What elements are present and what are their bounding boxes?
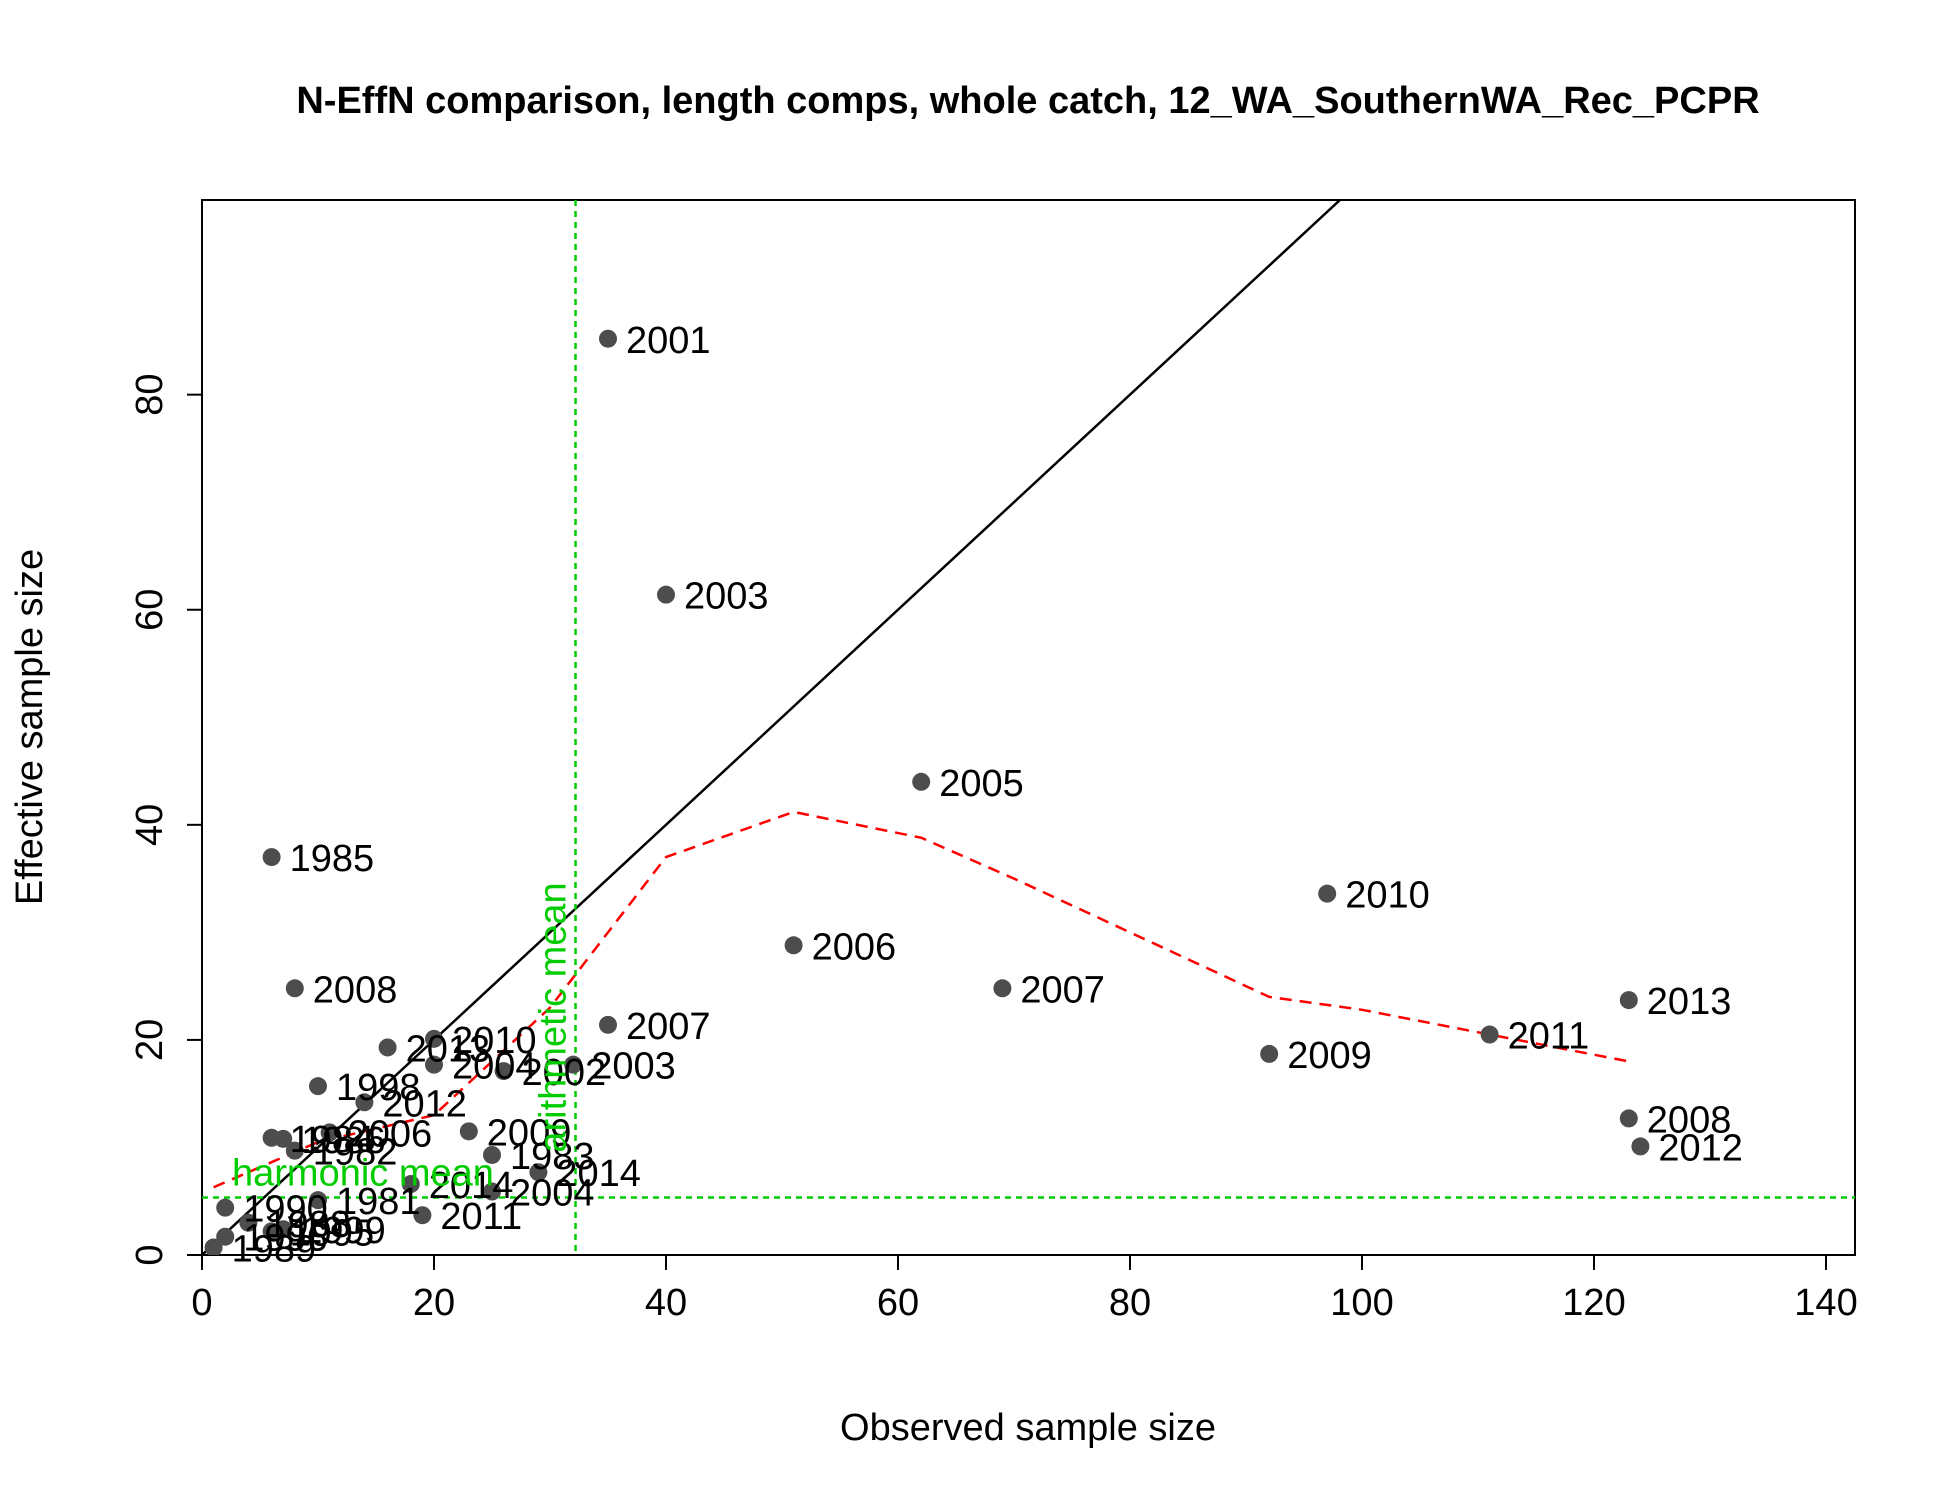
point-label: 2007 [626,1006,711,1048]
point-label: 1990 [243,1189,328,1231]
point-label: 2011 [440,1196,522,1238]
point [320,1123,339,1142]
point [1480,1025,1499,1044]
point-label: 2005 [939,763,1024,805]
y-tick-label: 0 [129,1244,171,1265]
x-tick-label: 60 [877,1282,919,1324]
point-label: 2001 [626,320,711,362]
point-label: 2012 [1658,1127,1743,1169]
point [274,1129,293,1148]
point-label: 2007 [1020,969,1105,1011]
x-tick-label: 80 [1109,1282,1151,1324]
y-tick-label: 40 [129,804,171,846]
arithmetic-mean-label: arithmetic mean [533,882,575,1152]
point [1619,991,1638,1010]
point-label: 1988 [266,1204,351,1246]
x-axis-label: Observed sample size [840,1407,1216,1449]
point [993,979,1012,998]
point-label: 1985 [290,838,375,880]
point-label: 2009 [487,1112,572,1154]
point [657,585,675,604]
harmonic-mean-label: harmonic mean [232,1152,494,1194]
point-label: 2010 [1345,875,1430,917]
x-tick-label: 140 [1794,1282,1857,1324]
point [529,1163,548,1182]
point-label: 2008 [1647,1099,1732,1141]
identity-line [202,200,1341,1255]
point [262,848,281,867]
chart-title: N-EffN comparison, length comps, whole c… [296,80,1759,122]
point [425,1055,443,1074]
point-label: 1981 [336,1181,421,1223]
point-label: 2002 [522,1052,607,1094]
point [494,1062,513,1081]
point-label: 2012 [382,1083,467,1125]
plot-frame [201,199,1856,1256]
point-label: 1995 [290,1212,375,1254]
point-label: 2011 [1508,1016,1590,1058]
point-label: 1986 [301,1120,386,1162]
point [239,1213,258,1232]
x-tick-label: 20 [413,1282,455,1324]
point [309,1191,327,1210]
point-label: 2003 [591,1046,676,1088]
x-tick-label: 0 [191,1282,212,1324]
point-label: 2004 [510,1173,595,1215]
point [285,979,304,998]
point-label: 1989 [232,1229,317,1271]
point [459,1122,478,1141]
point [204,1238,223,1255]
x-tick-label: 40 [645,1282,687,1324]
point [784,936,803,955]
y-tick-label: 20 [129,1019,171,1061]
y-axis-label: Effective sample size [9,549,51,905]
point-label: 2010 [452,1020,537,1062]
point [274,1220,293,1239]
point [401,1175,420,1194]
point [1631,1137,1650,1156]
fit-line [213,810,1630,1189]
point-label: 1982 [313,1132,398,1174]
point [912,772,931,791]
point [599,1015,617,1034]
point-label: 1998 [336,1067,421,1109]
plot-area [202,200,1855,1255]
point [1318,884,1337,903]
point [1260,1044,1279,1063]
point-label: 2009 [1287,1035,1372,1077]
point-label: 2008 [313,969,398,1011]
point [309,1077,327,1096]
point-label: 2003 [684,576,769,618]
point [355,1093,374,1112]
point-label: 2006 [812,926,897,968]
point-label: 2014 [429,1165,514,1207]
point [216,1198,235,1217]
y-tick-label: 60 [129,589,171,631]
point-label: 2004 [452,1046,537,1088]
point [378,1038,397,1057]
point-label: 2013 [1647,981,1732,1023]
point-label: 1999 [301,1210,386,1252]
point-label: 2006 [348,1113,433,1155]
point-label: 1984 [290,1119,375,1161]
y-tick-label: 80 [129,374,171,416]
point-label: 1996 [243,1218,328,1260]
x-tick-label: 100 [1330,1282,1393,1324]
point [483,1182,501,1201]
point [483,1145,501,1164]
point [599,329,617,348]
point [425,1029,443,1048]
point-label: 1983 [510,1136,595,1178]
point-label: 2014 [556,1153,641,1195]
point [1619,1109,1638,1128]
point [216,1227,235,1246]
point [413,1206,432,1225]
point-label: 2013 [406,1028,491,1070]
point [564,1055,583,1074]
point [285,1141,304,1160]
x-tick-label: 120 [1562,1282,1625,1324]
